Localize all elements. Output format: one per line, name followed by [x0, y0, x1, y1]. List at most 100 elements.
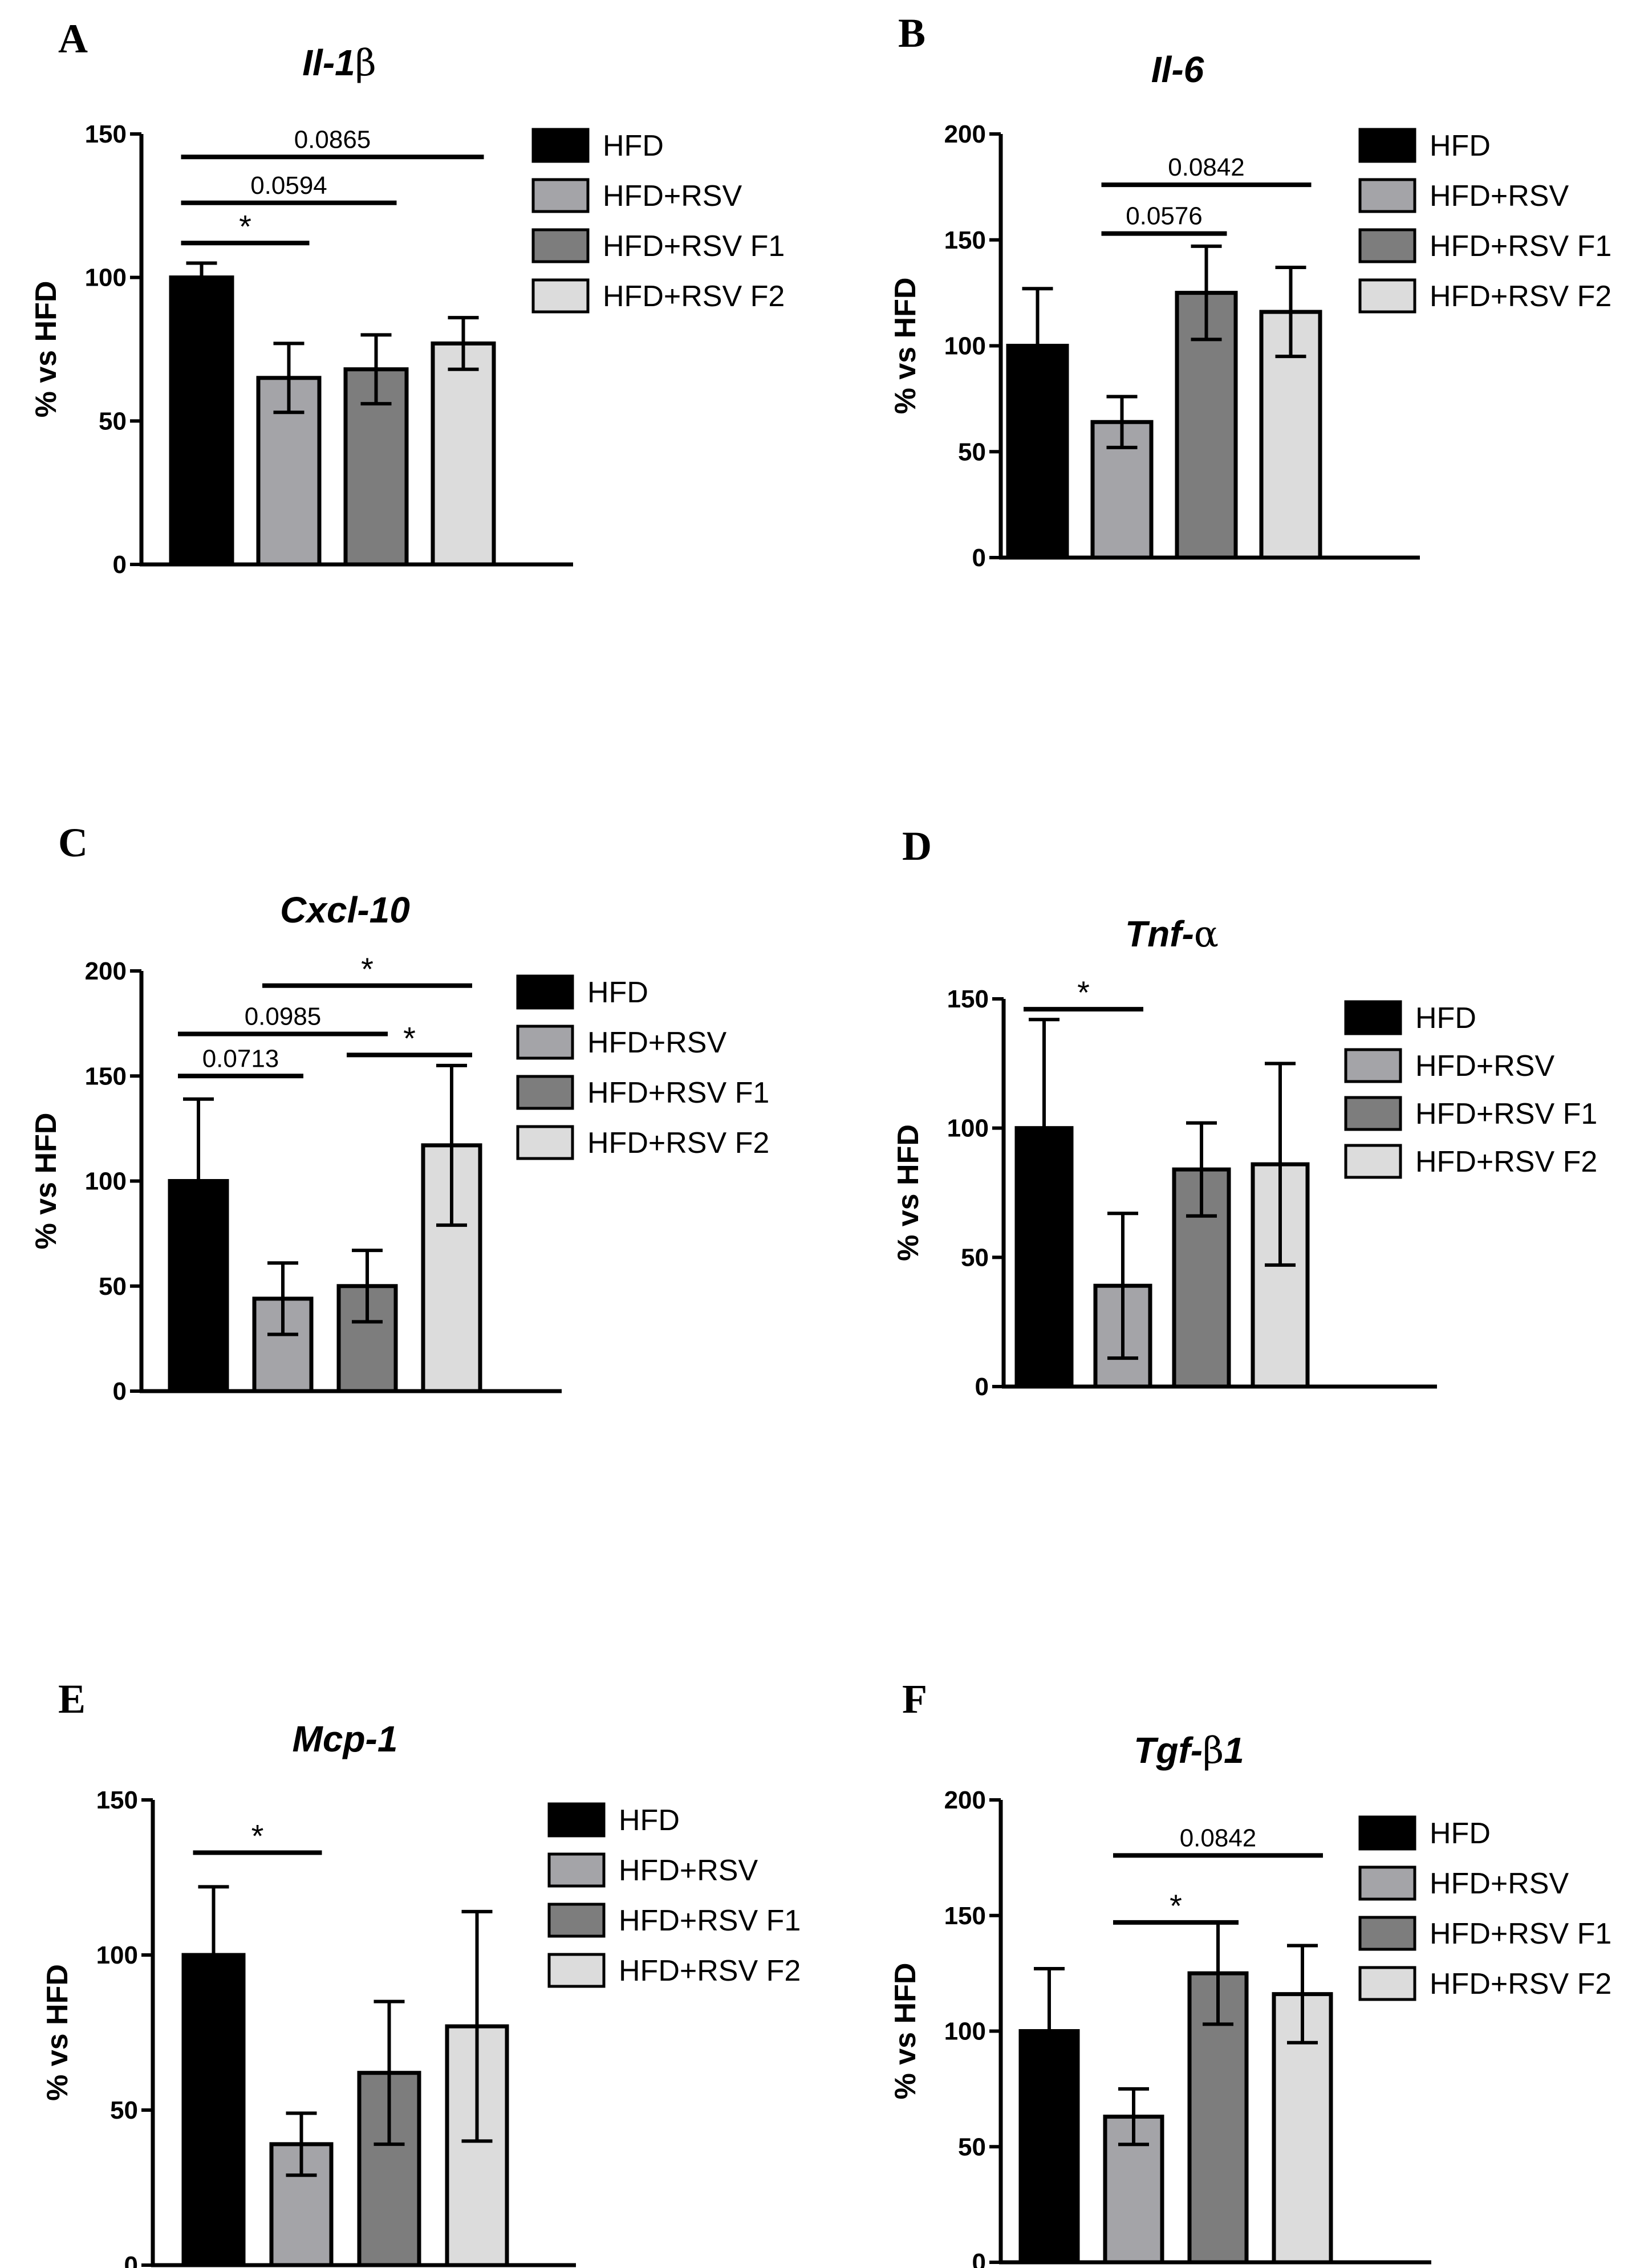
legend-label: HFD+RSV [1430, 1867, 1569, 1900]
legend-swatch [531, 128, 590, 163]
legend-swatch [1358, 278, 1416, 314]
legend-swatch [531, 278, 590, 314]
y-tick-label: 50 [99, 407, 127, 435]
significance-label: 0.0713 [202, 1044, 279, 1072]
y-tick-label: 150 [85, 120, 127, 148]
legend-label: HFD+RSV F2 [1430, 1968, 1611, 2001]
legend-label: HFD+RSV F1 [1430, 230, 1611, 263]
panel-e: E Mcp-1 % vs HFD 0 50 100 150 * HFD HFD+RSV HFD+RS… [41, 1676, 801, 2268]
legend-label: HFD+RSV [1415, 1050, 1554, 1083]
legend-swatch [1344, 1144, 1402, 1179]
legend-swatch [531, 228, 590, 263]
gene-title-main: Mcp-1 [293, 1718, 398, 1759]
gene-title-greek: β [1203, 1730, 1224, 1772]
y-tick-label: 200 [85, 957, 127, 985]
significance-label: 0.0865 [294, 125, 371, 153]
gene-title-tail: 1 [1224, 1730, 1244, 1771]
gene-title: Cxcl-10 [280, 889, 410, 930]
legend-label: HFD+RSV F1 [587, 1076, 769, 1109]
legend-swatch [547, 1903, 606, 1938]
legend-swatch [1344, 1096, 1402, 1131]
bar [169, 275, 234, 567]
y-tick-label: 0 [113, 551, 127, 579]
legend-swatch [1358, 228, 1416, 263]
y-tick-label: 200 [944, 1786, 986, 1814]
gene-title: Tgf-β1 [1134, 1730, 1244, 1772]
legend-label: HFD+RSV [603, 180, 742, 213]
legend-swatch [1358, 1916, 1416, 1951]
gene-title-main: Tnf- [1125, 913, 1194, 954]
legend-swatch [531, 178, 590, 213]
y-tick-label: 0 [113, 1377, 127, 1405]
gene-title: Il-6 [1151, 49, 1204, 90]
significance-label: * [361, 951, 374, 987]
legend-swatch [1358, 1865, 1416, 1901]
significance-label: 0.0842 [1168, 153, 1245, 181]
legend-label: HFD+RSV F1 [603, 230, 785, 263]
y-tick-label: 100 [947, 1115, 989, 1143]
legend-label: HFD+RSV F2 [587, 1127, 769, 1160]
y-tick-label: 150 [96, 1786, 138, 1814]
legend-swatch [516, 1025, 574, 1060]
legend-swatch [1358, 1815, 1416, 1851]
y-tick-label: 0 [972, 2249, 986, 2268]
legend-label: HFD+RSV F2 [1430, 280, 1611, 313]
significance-label: * [1170, 1888, 1182, 1924]
gene-title: Mcp-1 [293, 1718, 398, 1759]
panel-letter: B [898, 10, 925, 56]
legend-label: HFD [603, 129, 664, 162]
y-tick-label: 50 [958, 438, 986, 466]
y-tick-label: 150 [944, 1902, 986, 1930]
y-axis-label: % vs HFD [30, 281, 63, 418]
legend-swatch [516, 1125, 574, 1160]
significance-label: 0.0594 [250, 172, 327, 200]
y-tick-label: 150 [944, 226, 986, 254]
gene-title-main: Cxcl-10 [280, 889, 410, 930]
gene-title-greek: α [1194, 913, 1219, 956]
significance-label: 0.0985 [245, 1003, 322, 1031]
legend-label: HFD+RSV F2 [603, 280, 785, 313]
panel-d: D Tnf-α % vs HFD 0 50 100 150 * HFD HFD+RSV HFD+RS… [892, 823, 1597, 1401]
y-tick-label: 50 [110, 2096, 138, 2124]
y-tick-label: 150 [947, 985, 989, 1013]
gene-title-main: Il-6 [1151, 49, 1204, 90]
legend-label: HFD [1415, 1002, 1476, 1035]
y-tick-label: 0 [975, 1373, 989, 1401]
significance-label: 0.0842 [1180, 1824, 1257, 1852]
y-axis-label: % vs HFD [30, 1113, 63, 1250]
y-tick-label: 100 [944, 2018, 986, 2046]
gene-title-main: Il-1 [302, 42, 355, 83]
y-tick-label: 50 [958, 2133, 986, 2161]
significance-label: * [1077, 974, 1090, 1010]
y-axis-label: % vs HFD [889, 278, 922, 414]
panel-letter: A [58, 16, 88, 62]
significance-label: 0.0576 [1126, 202, 1203, 230]
legend-label: HFD+RSV F2 [619, 1954, 801, 1987]
gene-title-main: Tgf- [1134, 1730, 1203, 1771]
legend-swatch [1344, 1048, 1402, 1083]
y-tick-label: 0 [124, 2251, 138, 2268]
legend-label: HFD [1430, 1817, 1491, 1850]
legend-swatch [1358, 178, 1416, 213]
legend-swatch [1358, 1966, 1416, 2001]
legend-swatch [547, 1953, 606, 1988]
legend-label: HFD+RSV [1430, 180, 1569, 213]
panel-letter: E [58, 1676, 86, 1722]
panel-f: F Tgf-β1 % vs HFD 0 50 100 150 200 * 0.0842 HFD HFD… [889, 1676, 1611, 2268]
y-tick-label: 50 [961, 1243, 989, 1271]
legend-swatch [547, 1802, 606, 1838]
panel-letter: F [902, 1676, 927, 1722]
panel-c: C Cxcl-10 % vs HFD 0 50 100 150 200 0.0713 0.0985… [30, 820, 769, 1405]
gene-title: Tnf-α [1125, 913, 1219, 956]
legend-label: HFD+RSV F1 [619, 1904, 801, 1937]
significance-label: * [239, 208, 251, 244]
y-tick-label: 100 [85, 1168, 127, 1196]
y-tick-label: 50 [99, 1273, 127, 1300]
bar [168, 1179, 229, 1393]
legend-label: HFD [587, 976, 648, 1009]
y-tick-label: 200 [944, 120, 986, 148]
legend-label: HFD+RSV [619, 1854, 758, 1887]
y-axis-label: % vs HFD [889, 1963, 922, 2100]
legend-label: HFD+RSV F1 [1430, 1917, 1611, 1950]
